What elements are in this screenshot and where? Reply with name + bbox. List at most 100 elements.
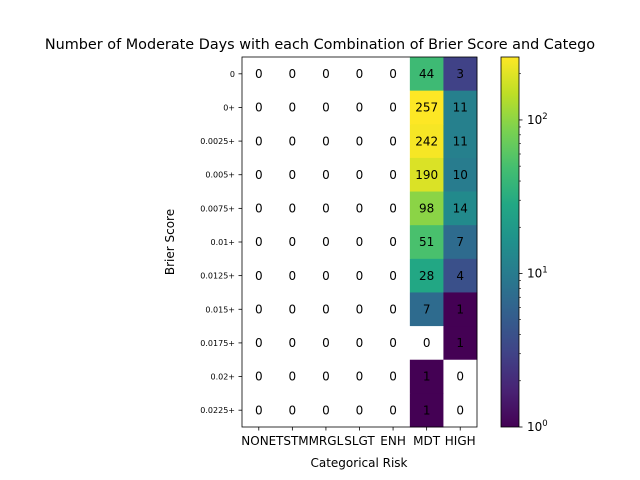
heatmap-cell bbox=[309, 191, 344, 226]
cell-value-label: 257 bbox=[415, 101, 438, 115]
cell-value-label: 0 bbox=[289, 134, 297, 148]
cell-value-label: 0 bbox=[322, 202, 330, 216]
heatmap-cell bbox=[342, 393, 377, 428]
heatmap-cell bbox=[409, 292, 444, 327]
heatmap-cell bbox=[409, 326, 444, 361]
cell-value-label: 0 bbox=[389, 134, 397, 148]
x-tick-label: MRGL bbox=[309, 434, 344, 448]
x-tick-label: SLGT bbox=[344, 434, 375, 448]
cell-value-label: 28 bbox=[419, 269, 434, 283]
heatmap-cell bbox=[342, 225, 377, 260]
heatmap-cell bbox=[443, 157, 478, 192]
heatmap-cell bbox=[376, 225, 411, 260]
heatmap-cell bbox=[309, 157, 344, 192]
cell-value-label: 7 bbox=[456, 235, 464, 249]
cell-value-label: 0 bbox=[255, 202, 263, 216]
cell-value-label: 3 bbox=[456, 67, 464, 81]
heatmap-cell bbox=[342, 57, 377, 92]
heatmap-cell bbox=[376, 393, 411, 428]
heatmap-cell bbox=[443, 124, 478, 159]
cell-value-label: 0 bbox=[289, 269, 297, 283]
cell-value-label: 0 bbox=[289, 202, 297, 216]
cell-value-label: 0 bbox=[356, 403, 364, 417]
heatmap-cell bbox=[342, 326, 377, 361]
heatmap-cell bbox=[409, 90, 444, 125]
heatmap-cell bbox=[242, 57, 276, 92]
heatmap-cell bbox=[309, 258, 344, 293]
cell-value-label: 0 bbox=[255, 269, 263, 283]
heatmap-cell bbox=[309, 326, 344, 361]
cell-value-label: 0 bbox=[389, 403, 397, 417]
x-tick-label: HIGH bbox=[445, 434, 476, 448]
cell-value-label: 0 bbox=[322, 101, 330, 115]
cell-value-label: 0 bbox=[389, 302, 397, 316]
y-tick-label: 0.0225+ bbox=[200, 406, 235, 415]
cell-value-label: 0 bbox=[389, 67, 397, 81]
cell-value-label: 0 bbox=[356, 370, 364, 384]
heatmap-cell bbox=[275, 191, 310, 226]
cell-value-label: 0 bbox=[389, 370, 397, 384]
heatmap-cell bbox=[309, 57, 344, 92]
y-tick-label: 0.015+ bbox=[205, 305, 235, 314]
cell-value-label: 10 bbox=[453, 168, 468, 182]
heatmap-cell bbox=[309, 359, 344, 394]
cell-value-label: 0 bbox=[255, 302, 263, 316]
cell-value-label: 0 bbox=[456, 403, 464, 417]
colorbar bbox=[500, 56, 520, 428]
heatmap-cell bbox=[242, 359, 276, 394]
cell-value-label: 0 bbox=[322, 168, 330, 182]
heatmap-cell bbox=[275, 225, 310, 260]
heatmap-cell bbox=[242, 393, 276, 428]
cell-value-label: 0 bbox=[255, 67, 263, 81]
heatmap-cells bbox=[242, 57, 478, 428]
y-tick-label: 0.01+ bbox=[210, 238, 235, 247]
cell-value-label: 0 bbox=[389, 269, 397, 283]
heatmap-cell bbox=[443, 359, 478, 394]
y-tick-label: 0.02+ bbox=[210, 373, 235, 382]
cell-value-label: 0 bbox=[356, 235, 364, 249]
cell-value-label: 0 bbox=[255, 101, 263, 115]
heatmap-cell bbox=[342, 258, 377, 293]
cell-value-label: 0 bbox=[322, 235, 330, 249]
heatmap-cell bbox=[242, 326, 276, 361]
y-tick-label: 0.0175+ bbox=[200, 339, 235, 348]
x-tick-label: TSTM bbox=[275, 434, 309, 448]
x-axis-label: Categorical Risk bbox=[310, 456, 407, 470]
colorbar-tick-label: 100 bbox=[527, 419, 548, 434]
cell-value-label: 0 bbox=[255, 235, 263, 249]
heatmap-cell bbox=[376, 191, 411, 226]
cell-value-label: 0 bbox=[356, 269, 364, 283]
cell-value-label: 51 bbox=[419, 235, 434, 249]
heatmap-cell bbox=[275, 326, 310, 361]
x-axis-ticks: NONE TSTM MRGL SLGT ENH MDT HIGH bbox=[241, 427, 476, 448]
heatmap-cell bbox=[342, 292, 377, 327]
heatmap-cell bbox=[309, 90, 344, 125]
cell-value-label: 0 bbox=[289, 302, 297, 316]
heatmap-cell bbox=[275, 57, 310, 92]
heatmap-cell bbox=[242, 124, 276, 159]
cell-value-label: 0 bbox=[322, 134, 330, 148]
heatmap-cell bbox=[342, 90, 377, 125]
heatmap-cell bbox=[275, 258, 310, 293]
cell-value-label: 11 bbox=[453, 101, 468, 115]
heatmap-cell bbox=[376, 326, 411, 361]
heatmap-cell bbox=[242, 157, 276, 192]
cell-value-label: 0 bbox=[322, 302, 330, 316]
heatmap-cell bbox=[275, 90, 310, 125]
cell-value-label: 0 bbox=[356, 67, 364, 81]
cell-value-label: 0 bbox=[322, 403, 330, 417]
cell-value-label: 0 bbox=[289, 235, 297, 249]
cell-value-label: 0 bbox=[322, 370, 330, 384]
x-tick-label: MDT bbox=[413, 434, 441, 448]
cell-value-label: 0 bbox=[389, 168, 397, 182]
heatmap-cell bbox=[409, 124, 444, 159]
cell-value-labels: 0 0 0 0 0 44 30 0 0 0 0 257 110 0 0 0 0 242 110 0 0 0 0 190 100 0… bbox=[255, 67, 468, 417]
heatmap-cell bbox=[376, 157, 411, 192]
cell-value-label: 0 bbox=[322, 336, 330, 350]
cell-value-label: 1 bbox=[423, 370, 431, 384]
heatmap-cell bbox=[309, 393, 344, 428]
heatmap-cell bbox=[376, 124, 411, 159]
heatmap-cell bbox=[275, 124, 310, 159]
cell-value-label: 98 bbox=[419, 202, 434, 216]
